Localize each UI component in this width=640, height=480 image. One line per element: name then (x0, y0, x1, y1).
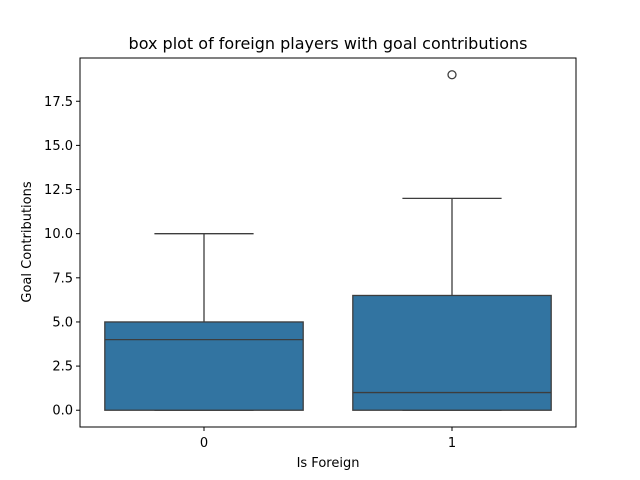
y-tick-label: 5.0 (52, 315, 73, 330)
y-tick-label: 10.0 (44, 227, 73, 242)
chart-title: box plot of foreign players with goal co… (129, 34, 528, 53)
box-1 (352, 294, 552, 411)
x-tick-label: 1 (448, 436, 456, 451)
y-tick-label: 12.5 (44, 183, 73, 198)
x-axis-label: Is Foreign (297, 456, 360, 471)
y-tick-label: 15.0 (44, 139, 73, 154)
plot-area (104, 70, 552, 411)
y-axis-label: Goal Contributions (20, 181, 35, 302)
plot-frame (79, 57, 577, 428)
y-tick-label: 7.5 (52, 271, 73, 286)
x-tick-label: 0 (200, 436, 208, 451)
outlier-point (447, 70, 457, 80)
box-0 (104, 321, 304, 411)
y-tick-label: 2.5 (52, 360, 73, 375)
y-tick-label: 0.0 (52, 404, 73, 419)
y-tick-label: 17.5 (44, 95, 73, 110)
